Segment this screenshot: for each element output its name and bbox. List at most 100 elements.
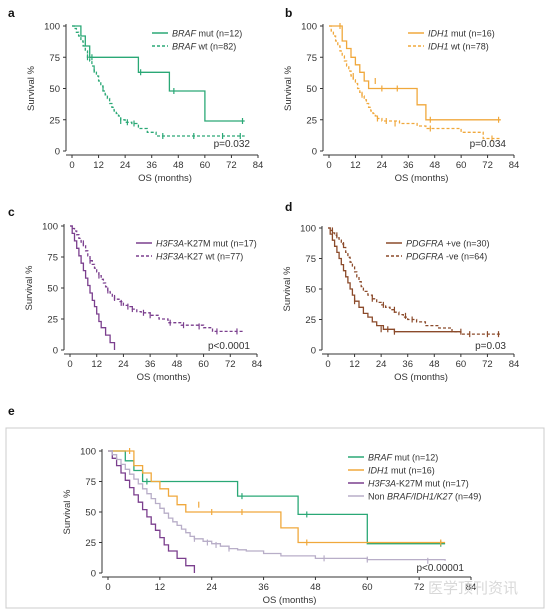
y-tick-label: 0 xyxy=(53,346,58,357)
x-tick-label: 24 xyxy=(377,160,388,171)
x-tick-label: 60 xyxy=(198,359,209,370)
x-tick-label: 60 xyxy=(362,582,373,593)
y-tick-label: 0 xyxy=(311,346,316,357)
x-tick-label: 48 xyxy=(429,359,440,370)
x-tick-label: 36 xyxy=(258,582,269,593)
x-tick-label: 36 xyxy=(403,160,414,171)
panel-e-frame xyxy=(5,427,545,609)
x-tick-label: 72 xyxy=(414,582,425,593)
x-tick-label: 24 xyxy=(376,359,387,370)
y-tick-label: 50 xyxy=(306,84,317,95)
y-tick-label: 25 xyxy=(305,315,316,326)
panels: a 0 25 50 75 100 0 12 24 36 48 60 72 84 OS (months) Sur… xyxy=(5,6,545,609)
watermark-text: 医学顶刊资讯 xyxy=(428,580,518,597)
y-tick-label: 25 xyxy=(47,315,58,326)
x-tick-label: 12 xyxy=(350,160,361,171)
series-2: H3F3A-K27 wt (n=77) xyxy=(70,225,244,335)
y-axis-label: Survival % xyxy=(282,266,293,311)
y-tick-label: 100 xyxy=(42,222,58,233)
series-3: H3F3A-K27M mut (n=17) xyxy=(108,450,469,573)
y-tick-label: 50 xyxy=(49,84,60,95)
survival-curve xyxy=(108,450,446,561)
x-tick-label: 36 xyxy=(402,359,413,370)
x-axis-label: OS (months) xyxy=(395,173,449,184)
y-tick-label: 50 xyxy=(47,284,58,295)
survival-curve xyxy=(70,225,116,350)
p-value: p=0.032 xyxy=(214,139,251,150)
legend-label: Non BRAF/IDH1/K27 (n=49) xyxy=(368,492,481,502)
y-axis-label: Survival % xyxy=(24,265,35,310)
x-tick-label: 48 xyxy=(429,160,440,171)
survival-curve xyxy=(72,25,245,137)
x-tick-label: 0 xyxy=(325,359,330,370)
x-tick-label: 12 xyxy=(349,359,360,370)
legend-label: H3F3A-K27M mut (n=17) xyxy=(368,479,469,489)
legend-label: IDH1 mut (n=16) xyxy=(428,29,495,39)
panel-letter: c xyxy=(8,205,15,219)
x-axis-label: OS (months) xyxy=(394,372,448,383)
y-tick-label: 75 xyxy=(306,53,317,64)
x-tick-label: 84 xyxy=(509,160,520,171)
x-tick-label: 72 xyxy=(482,359,493,370)
legend-label: H3F3A-K27M mut (n=17) xyxy=(156,239,257,249)
x-tick-label: 24 xyxy=(120,160,131,171)
y-tick-label: 75 xyxy=(47,253,58,264)
y-tick-label: 100 xyxy=(301,22,317,33)
series-1: H3F3A-K27M mut (n=17) xyxy=(70,225,257,350)
panel-e: e 0 25 50 75 100 0 12 24 36 48 60 72 84 OS (months) Sur… xyxy=(8,404,481,606)
x-tick-label: 0 xyxy=(69,160,74,171)
legend-label: IDH1 mut (n=16) xyxy=(368,466,435,476)
x-tick-label: 72 xyxy=(226,160,237,171)
panel-a: a 0 25 50 75 100 0 12 24 36 48 60 72 84 OS (months) Sur… xyxy=(8,6,263,184)
panel-letter: d xyxy=(285,200,292,214)
x-tick-label: 84 xyxy=(509,359,520,370)
y-tick-label: 25 xyxy=(85,538,96,549)
survival-curve xyxy=(108,450,196,573)
x-tick-label: 24 xyxy=(206,582,217,593)
y-tick-label: 100 xyxy=(300,224,316,235)
y-axis-label: Survival % xyxy=(283,66,294,111)
x-tick-label: 0 xyxy=(67,359,72,370)
x-tick-label: 0 xyxy=(326,160,331,171)
x-tick-label: 60 xyxy=(456,359,467,370)
p-value: p<0.0001 xyxy=(208,341,250,352)
x-tick-label: 24 xyxy=(118,359,129,370)
y-tick-label: 50 xyxy=(305,285,316,296)
x-tick-label: 84 xyxy=(466,582,477,593)
panel-letter: b xyxy=(285,6,292,20)
x-tick-label: 36 xyxy=(145,359,156,370)
survival-curve xyxy=(72,25,245,122)
y-tick-label: 0 xyxy=(91,569,96,580)
p-value: p=0.03 xyxy=(475,341,506,352)
x-tick-label: 48 xyxy=(172,359,183,370)
x-tick-label: 72 xyxy=(225,359,236,370)
panel-letter: e xyxy=(8,404,15,418)
y-axis-label: Survival % xyxy=(26,66,37,111)
survival-curve xyxy=(328,227,461,333)
survival-curve xyxy=(108,450,446,545)
p-value: p=0.034 xyxy=(470,139,507,150)
series-2: IDH1 wt (n=78) xyxy=(329,25,501,142)
x-axis-label: OS (months) xyxy=(137,372,191,383)
y-tick-label: 0 xyxy=(312,147,317,158)
series-2: PDGFRA -ve (n=64) xyxy=(328,227,501,338)
series-1: PDGFRA +ve (n=30) xyxy=(328,227,490,335)
x-tick-label: 12 xyxy=(155,582,166,593)
x-tick-label: 48 xyxy=(173,160,184,171)
legend-label: BRAF mut (n=12) xyxy=(368,453,438,463)
y-axis-label: Survival % xyxy=(62,489,73,534)
legend-label: PDGFRA -ve (n=64) xyxy=(406,252,487,262)
series-4: Non BRAF/IDH1/K27 (n=49) xyxy=(108,450,481,564)
y-tick-label: 100 xyxy=(80,447,96,458)
x-tick-label: 12 xyxy=(93,160,104,171)
x-tick-label: 60 xyxy=(200,160,211,171)
y-tick-label: 0 xyxy=(55,147,60,158)
x-tick-label: 0 xyxy=(105,582,110,593)
series-2: IDH1 mut (n=16) xyxy=(108,448,446,546)
survival-curve xyxy=(108,450,446,544)
legend-label: PDGFRA +ve (n=30) xyxy=(406,239,490,249)
x-tick-label: 72 xyxy=(482,160,493,171)
y-tick-label: 50 xyxy=(85,508,96,519)
y-tick-label: 25 xyxy=(49,115,60,126)
